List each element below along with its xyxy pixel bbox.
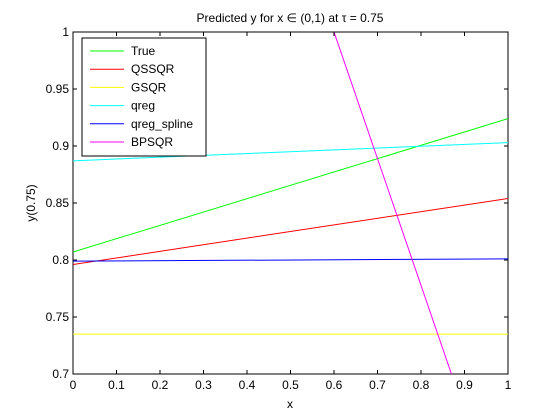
legend-label: GSQR	[131, 80, 167, 94]
y-tick-label: 0.9	[52, 139, 69, 153]
series-layer	[73, 32, 508, 374]
legend-box	[81, 37, 207, 157]
x-tick-label: 0.1	[108, 378, 125, 392]
x-tick-label: 0.3	[195, 378, 212, 392]
x-tick-label: 0	[70, 378, 77, 392]
x-tick-label: 0.5	[282, 378, 299, 392]
series-line-qssqr	[73, 197, 508, 266]
x-axis-label: x	[287, 397, 293, 411]
x-tick-label: 1	[505, 378, 512, 392]
legend-label: qreg	[131, 99, 155, 113]
x-tick-label: 0.2	[152, 378, 169, 392]
x-tick-label: 0.8	[413, 378, 430, 392]
series-line-bpsqr	[333, 32, 452, 374]
legend-label: BPSQR	[131, 135, 173, 149]
legend-label: True	[131, 44, 156, 58]
series-line-true	[73, 118, 508, 253]
y-tick-label: 1	[62, 25, 69, 39]
y-tick-label: 0.7	[52, 367, 69, 381]
chart-title: Predicted y for x ∈ (0,1) at τ = 0.75	[197, 11, 384, 25]
legend-label: qreg_spline	[131, 117, 193, 131]
x-tick-label: 0.4	[239, 378, 256, 392]
y-tick-label: 0.95	[46, 82, 70, 96]
series-line-qreg-spline	[73, 258, 508, 262]
y-tick-label: 0.85	[46, 196, 70, 210]
legend: True QSSQR GSQR qreg qreg_spline BPSQR	[81, 37, 207, 157]
ticks-layer: 0 0.1 0.2 0.3 0.4 0.5 0.6 0.7 0.8 0.9 1 0.7 0.75 0.8 0…	[46, 25, 512, 392]
x-tick-label: 0.9	[456, 378, 473, 392]
x-tick-label: 0.6	[326, 378, 343, 392]
y-axis-label: y(0.75)	[24, 184, 38, 221]
y-tick-label: 0.75	[46, 310, 70, 324]
series-line-qreg	[73, 142, 508, 162]
legend-label: QSSQR	[131, 62, 175, 76]
x-tick-label: 0.7	[369, 378, 386, 392]
y-tick-label: 0.8	[52, 253, 69, 267]
